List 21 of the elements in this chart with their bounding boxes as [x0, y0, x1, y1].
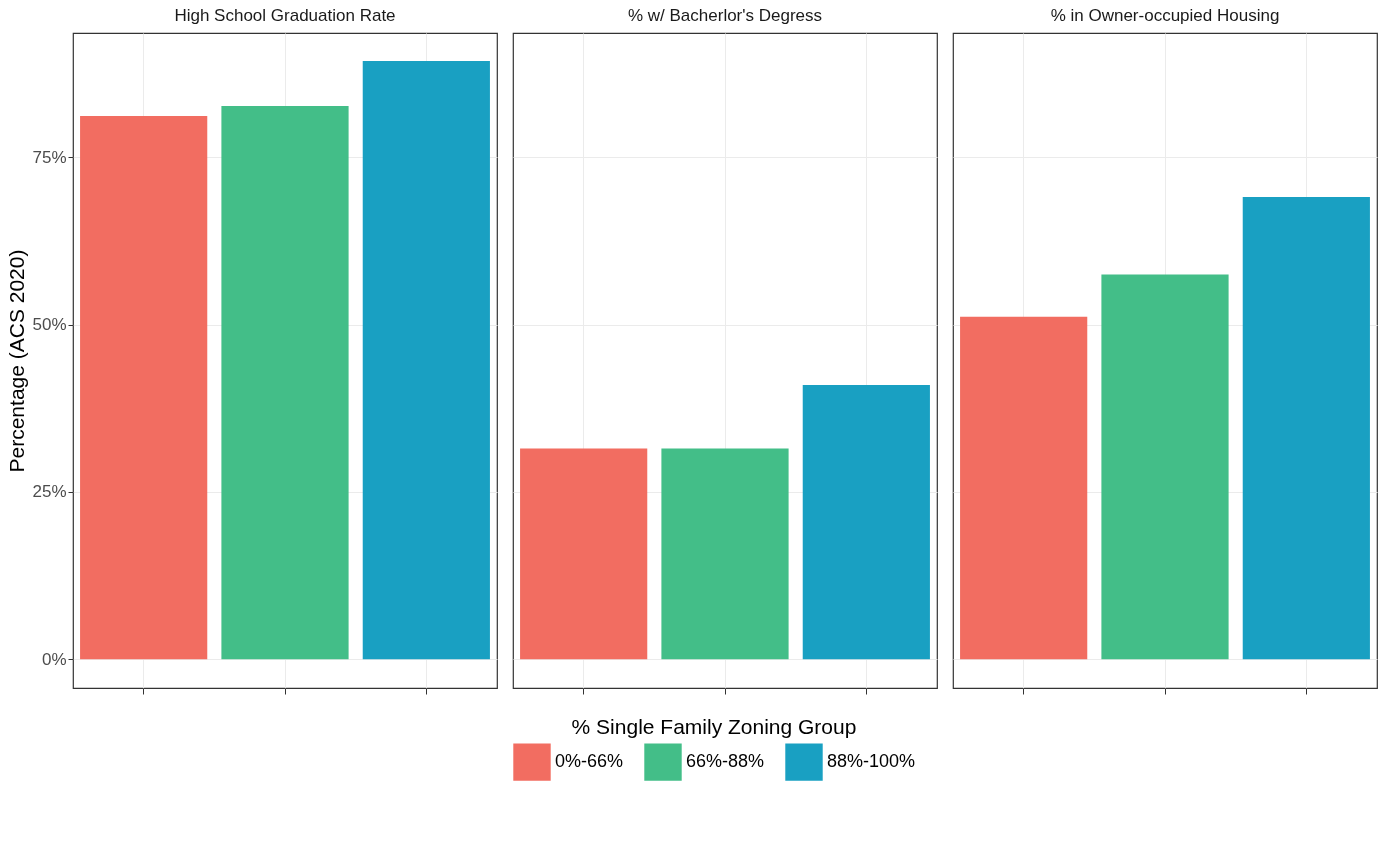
legend-label: 88%-100%: [827, 751, 916, 772]
y-tick-label: 25%: [32, 482, 67, 502]
legend-label: 0%-66%: [555, 751, 624, 772]
legend-title: % Single Family Zoning Group: [571, 715, 857, 738]
y-axis-title: Percentage (ACS 2020): [5, 249, 29, 473]
bar: [661, 448, 789, 660]
x-tick-label: % w/ Bacherlor's Degress: [627, 6, 823, 25]
bar: [80, 115, 208, 660]
x-tick-label: High School Graduation Rate: [174, 6, 396, 25]
x-tick-label: % in Owner-occupied Housing: [1050, 6, 1280, 25]
legend-label: 66%-88%: [686, 751, 765, 772]
bar: [362, 61, 490, 660]
y-tick-label: 75%: [32, 147, 67, 167]
y-tick-label: 0%: [41, 649, 67, 669]
y-tick-label: 50%: [32, 315, 67, 335]
bar: [802, 384, 930, 660]
bar: [520, 448, 648, 660]
bar: [1101, 274, 1229, 660]
bar: [960, 316, 1088, 660]
bar: [221, 105, 349, 660]
bar: [1242, 196, 1370, 660]
